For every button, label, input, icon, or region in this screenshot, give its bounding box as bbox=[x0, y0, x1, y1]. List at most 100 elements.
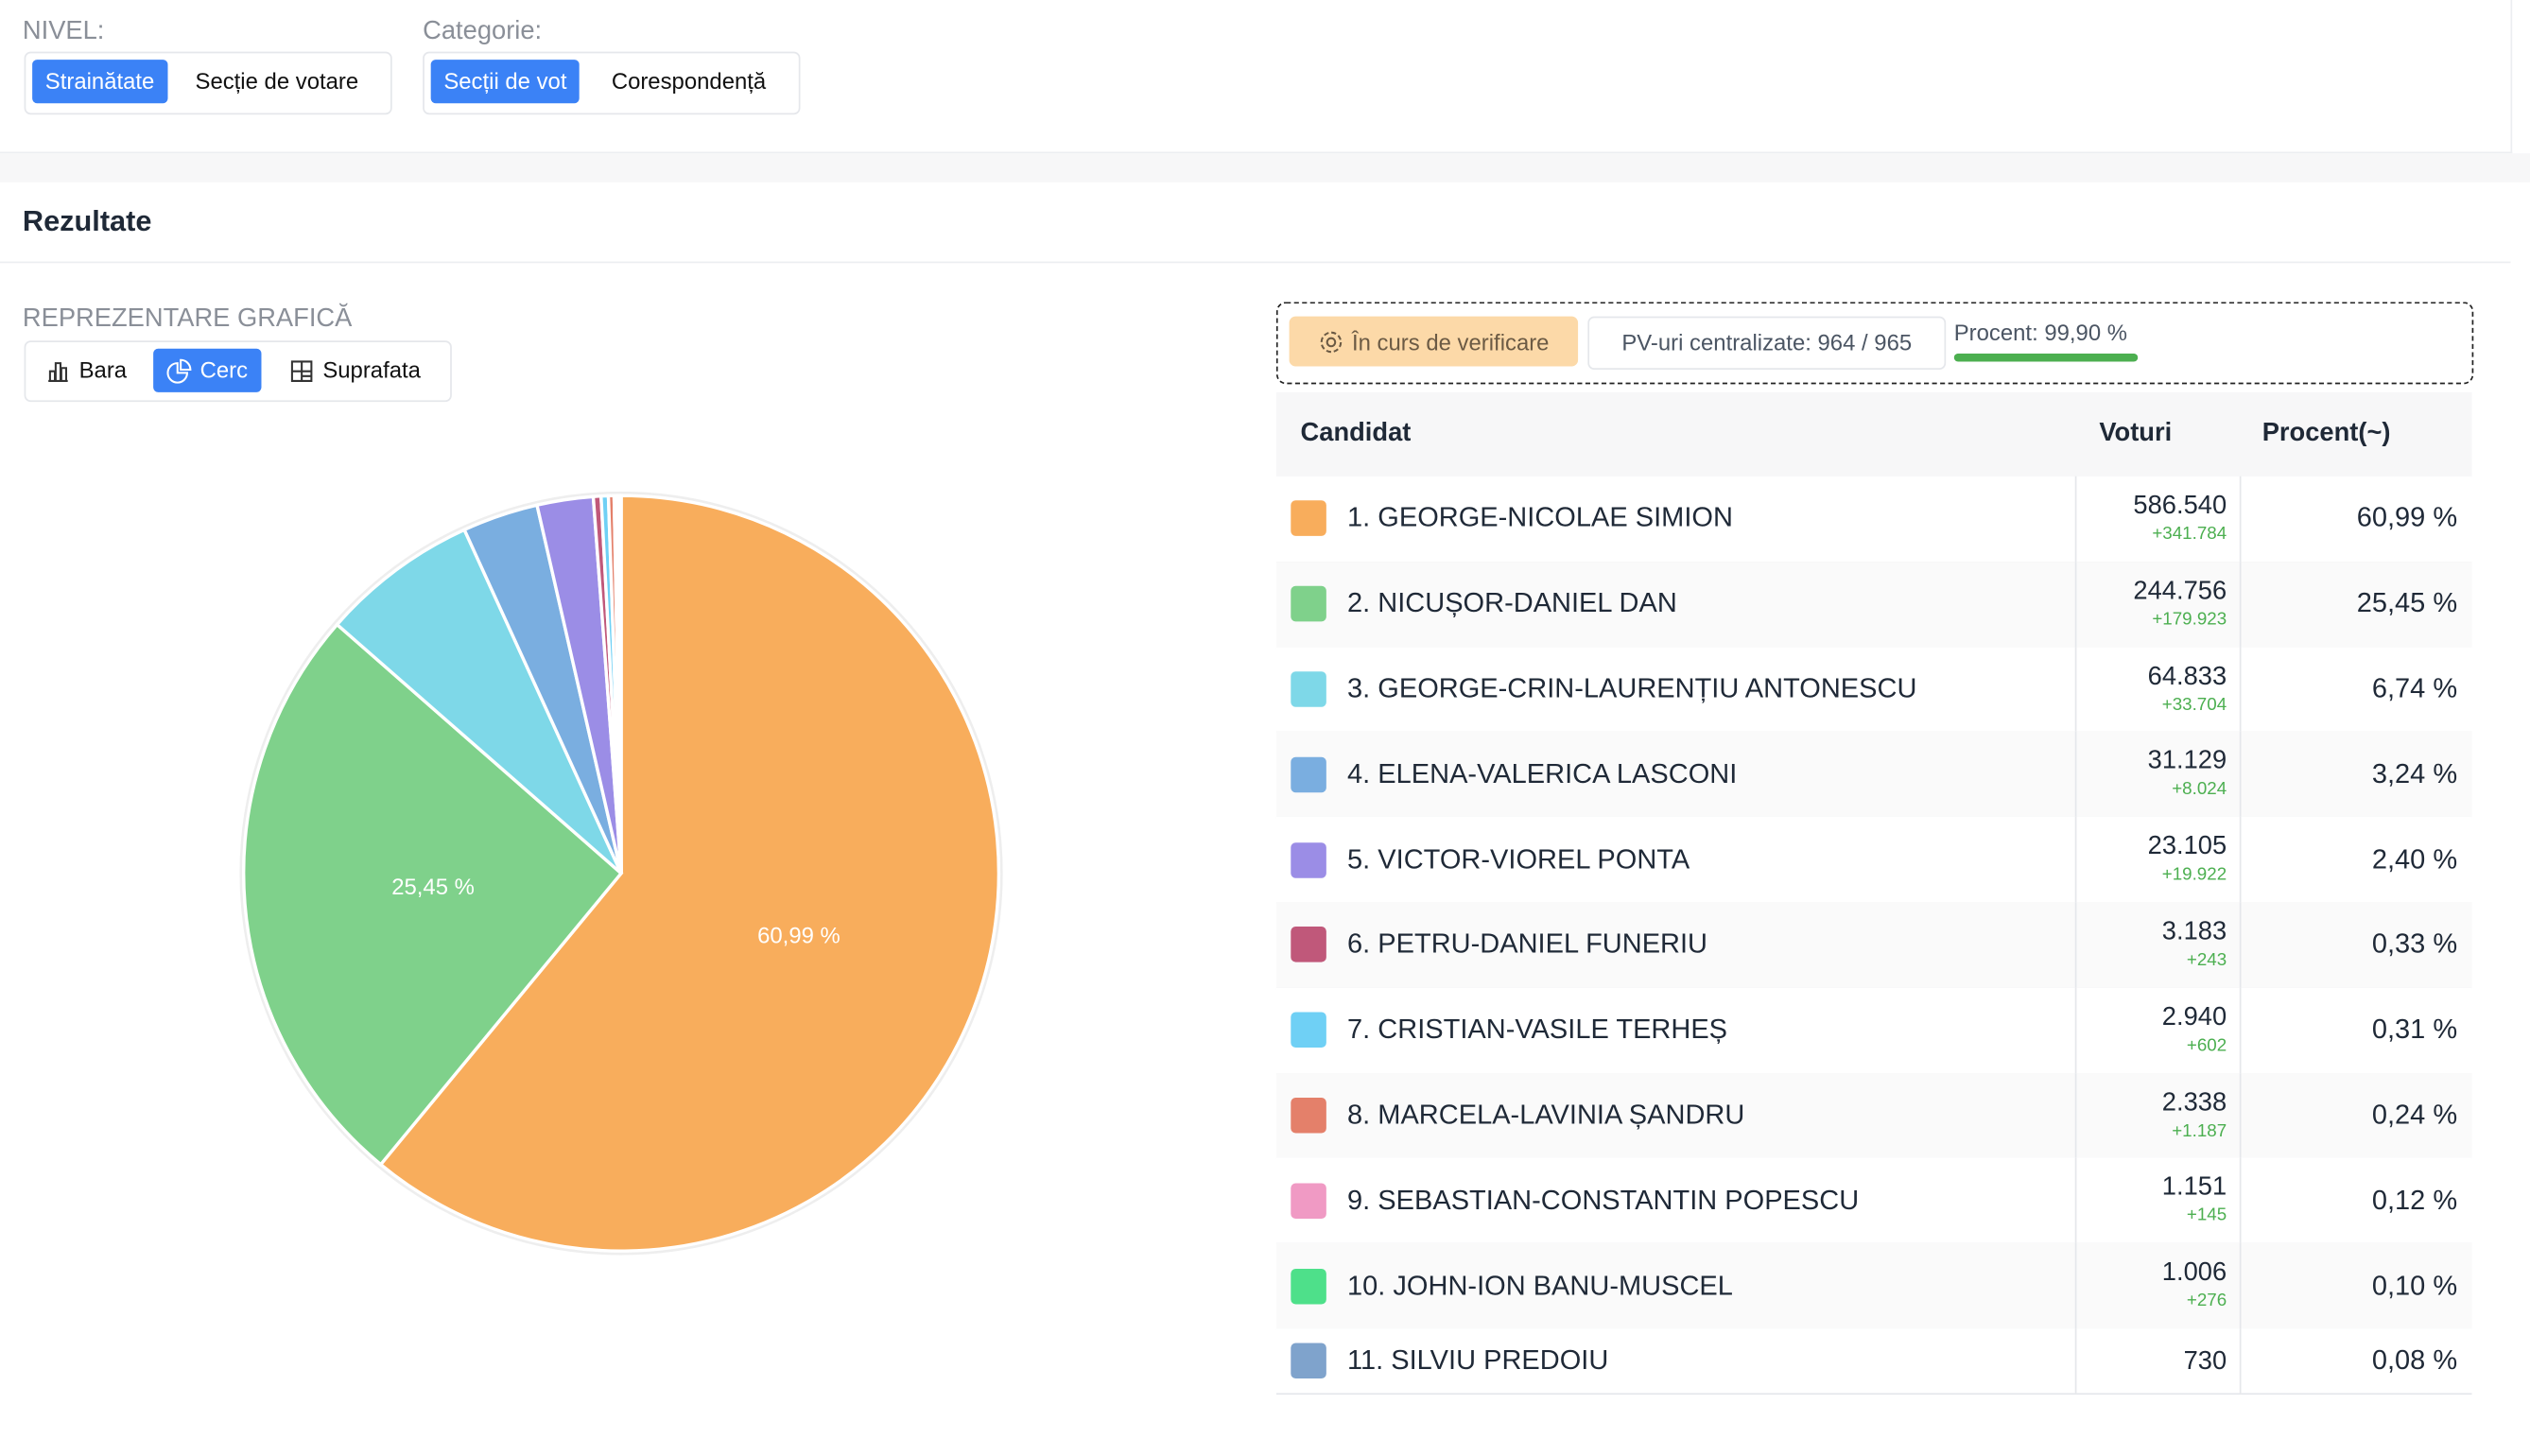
votes-delta: +8.024 bbox=[2172, 780, 2227, 800]
votes-delta: +243 bbox=[2186, 950, 2227, 971]
table-row bbox=[1275, 1157, 2472, 1245]
votes: 31.129 bbox=[2147, 748, 2227, 776]
votes: 2.940 bbox=[2161, 1003, 2227, 1031]
category-option[interactable]: Corespondență bbox=[611, 67, 767, 95]
filter-panel bbox=[0, 0, 2513, 154]
percent: 0,10 % bbox=[2371, 1269, 2458, 1301]
cell-divider bbox=[2074, 987, 2077, 1073]
progress-label: Procent: 99,90 % bbox=[1953, 320, 2128, 346]
table-row bbox=[1275, 1328, 2472, 1395]
votes: 23.105 bbox=[2147, 833, 2227, 861]
candidate-name: 1. GEORGE-NICOLAE SIMION bbox=[1347, 502, 1733, 534]
pie-icon bbox=[166, 357, 192, 383]
level-option[interactable]: Strainătate bbox=[32, 60, 168, 104]
votes: 244.756 bbox=[2133, 577, 2227, 605]
color-swatch bbox=[1291, 1343, 1326, 1379]
candidate-name: 7. CRISTIAN-VASILE TERHEȘ bbox=[1347, 1014, 1728, 1045]
category-group: Secții de vot Corespondență bbox=[423, 51, 801, 115]
chart-option[interactable]: Cerc bbox=[153, 348, 261, 392]
progress-track bbox=[1953, 353, 2139, 362]
cell-divider bbox=[2239, 817, 2242, 903]
level-label: NIVEL: bbox=[22, 17, 105, 45]
chart-option-text: Cerc bbox=[199, 356, 249, 383]
votes: 586.540 bbox=[2133, 492, 2227, 520]
level-option[interactable]: Secție de votare bbox=[195, 67, 359, 95]
color-swatch bbox=[1291, 500, 1326, 537]
cell-divider bbox=[2239, 476, 2242, 562]
table-row bbox=[1275, 732, 2472, 819]
grid-icon bbox=[290, 359, 313, 382]
color-swatch bbox=[1291, 756, 1326, 792]
votes-delta: +179.923 bbox=[2152, 610, 2227, 630]
votes-delta: +1.187 bbox=[2172, 1120, 2227, 1141]
pie-slice bbox=[378, 494, 1001, 1253]
cell-divider bbox=[2074, 1072, 2077, 1158]
percent: 0,24 % bbox=[2371, 1099, 2458, 1131]
chart-option[interactable]: Bara bbox=[32, 349, 140, 392]
category-label: Categorie: bbox=[423, 17, 543, 45]
votes-delta: +276 bbox=[2186, 1291, 2227, 1311]
percent: 6,74 % bbox=[2371, 672, 2458, 704]
pie-slice bbox=[335, 528, 623, 875]
table-row bbox=[1275, 902, 2472, 990]
chart-type-group: Bara Cerc Suprafata bbox=[24, 340, 452, 403]
level-group: Strainătate Secție de votare bbox=[24, 51, 392, 115]
status-badge: În curs de verificare bbox=[1289, 316, 1579, 367]
percent: 25,45 % bbox=[2356, 587, 2458, 619]
slice-label: 60,99 % bbox=[757, 924, 840, 949]
percent: 0,08 % bbox=[2371, 1344, 2458, 1376]
category-option[interactable]: Secții de vot bbox=[430, 60, 581, 104]
cell-divider bbox=[2074, 561, 2077, 647]
percent: 3,24 % bbox=[2371, 758, 2458, 789]
percent: 0,31 % bbox=[2371, 1014, 2458, 1045]
chart-label: REPREZENTARE GRAFICĂ bbox=[22, 304, 353, 333]
color-swatch bbox=[1291, 841, 1326, 878]
votes-delta: +33.704 bbox=[2161, 695, 2227, 715]
cell-divider bbox=[2074, 1328, 2077, 1394]
chart-option[interactable]: Suprafata bbox=[276, 349, 434, 392]
cell-divider bbox=[2239, 1157, 2242, 1243]
header-cell: Voturi bbox=[2099, 419, 2173, 447]
cell-divider bbox=[2074, 817, 2077, 903]
status-badge-text: În curs de verificare bbox=[1351, 328, 1550, 355]
percent: 2,40 % bbox=[2371, 843, 2458, 875]
table-header bbox=[1275, 391, 2472, 478]
votes: 2.338 bbox=[2161, 1088, 2227, 1117]
percent: 0,33 % bbox=[2371, 928, 2458, 960]
status-box bbox=[1275, 302, 2474, 385]
candidate-name: 8. MARCELA-LAVINIA ȘANDRU bbox=[1347, 1099, 1745, 1131]
results-table: Candidat Voturi Procent(~) 1. GEORGE-NIC… bbox=[1275, 391, 2472, 1395]
pie-chart: 60,99 % 25,45 % bbox=[239, 491, 1003, 1256]
cell-divider bbox=[2074, 1157, 2077, 1243]
header-cell: Procent(~) bbox=[2261, 419, 2391, 447]
chart-option-text: Suprafata bbox=[322, 356, 421, 383]
color-swatch bbox=[1291, 671, 1326, 707]
votes: 3.183 bbox=[2161, 918, 2227, 946]
cell-divider bbox=[2074, 732, 2077, 818]
pie-slice bbox=[617, 494, 623, 874]
divider bbox=[0, 261, 2511, 264]
color-swatch bbox=[1291, 1012, 1326, 1049]
color-swatch bbox=[1291, 586, 1326, 622]
percent: 60,99 % bbox=[2356, 502, 2458, 534]
candidate-name: 10. JOHN-ION BANU-MUSCEL bbox=[1347, 1269, 1733, 1301]
candidate-name: 3. GEORGE-CRIN-LAURENȚIU ANTONESCU bbox=[1347, 672, 1917, 704]
gear-icon bbox=[1320, 330, 1343, 353]
cell-divider bbox=[2239, 1242, 2242, 1329]
pie-slice bbox=[242, 622, 624, 1168]
cell-divider bbox=[2239, 646, 2242, 733]
color-swatch bbox=[1291, 1097, 1326, 1134]
candidate-name: 11. SILVIU PREDOIU bbox=[1347, 1344, 1609, 1376]
color-swatch bbox=[1291, 1183, 1326, 1219]
votes: 1.006 bbox=[2161, 1259, 2227, 1288]
votes: 730 bbox=[2183, 1347, 2227, 1376]
cell-divider bbox=[2239, 902, 2242, 988]
gap bbox=[0, 153, 2530, 182]
color-swatch bbox=[1291, 927, 1326, 963]
candidate-name: 4. ELENA-VALERICA LASCONI bbox=[1347, 758, 1738, 789]
votes-delta: +341.784 bbox=[2152, 524, 2227, 545]
cell-divider bbox=[2074, 902, 2077, 988]
table-row bbox=[1275, 1072, 2472, 1160]
